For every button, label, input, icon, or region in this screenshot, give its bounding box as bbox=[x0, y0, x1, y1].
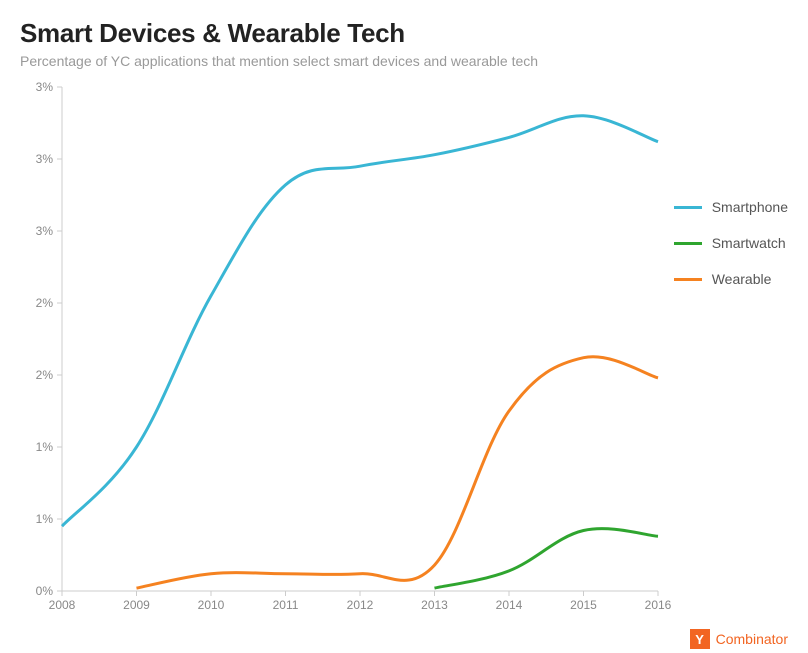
y-tick-label: 3% bbox=[36, 224, 54, 238]
x-tick-label: 2009 bbox=[123, 598, 150, 612]
series-line-smartwatch bbox=[435, 529, 659, 589]
legend-item-wearable: Wearable bbox=[674, 271, 788, 287]
chart-subtitle: Percentage of YC applications that menti… bbox=[20, 53, 788, 69]
legend-item-smartwatch: Smartwatch bbox=[674, 235, 788, 251]
x-tick-label: 2014 bbox=[496, 598, 523, 612]
y-tick-label: 0% bbox=[36, 584, 54, 598]
x-tick-label: 2012 bbox=[347, 598, 374, 612]
yc-logo-icon: Y bbox=[690, 629, 710, 649]
chart-plot-area: 0% 1% 1% 2% 2% 3% 3% 3% 2008 2009 2010 2011 2012 2013… bbox=[20, 79, 788, 619]
chart-title: Smart Devices & Wearable Tech bbox=[20, 18, 788, 49]
legend-label: Smartphone bbox=[712, 199, 788, 215]
x-tick-label: 2013 bbox=[421, 598, 448, 612]
legend-swatch bbox=[674, 206, 702, 209]
x-tick-label: 2010 bbox=[198, 598, 225, 612]
legend: Smartphone Smartwatch Wearable bbox=[674, 199, 788, 307]
legend-item-smartphone: Smartphone bbox=[674, 199, 788, 215]
chart-container: Smart Devices & Wearable Tech Percentage… bbox=[0, 0, 808, 653]
x-tick-label: 2008 bbox=[49, 598, 76, 612]
series-line-wearable bbox=[137, 357, 659, 588]
x-tick-label: 2015 bbox=[570, 598, 597, 612]
yc-branding-text: Combinator bbox=[716, 631, 788, 647]
y-tick-label: 1% bbox=[36, 440, 54, 454]
legend-label: Smartwatch bbox=[712, 235, 786, 251]
y-tick-label: 1% bbox=[36, 512, 54, 526]
y-tick-label: 3% bbox=[36, 152, 54, 166]
x-tick-label: 2016 bbox=[645, 598, 672, 612]
x-tick-label: 2011 bbox=[273, 598, 299, 612]
series-line-smartphone bbox=[62, 116, 658, 526]
yc-branding: Y Combinator bbox=[690, 629, 788, 649]
legend-swatch bbox=[674, 242, 702, 245]
y-tick-label: 2% bbox=[36, 296, 54, 310]
y-tick-label: 2% bbox=[36, 368, 54, 382]
legend-swatch bbox=[674, 278, 702, 281]
line-chart-svg: 0% 1% 1% 2% 2% 3% 3% 3% 2008 2009 2010 2011 2012 2013… bbox=[20, 79, 788, 619]
legend-label: Wearable bbox=[712, 271, 772, 287]
y-tick-label: 3% bbox=[36, 80, 54, 94]
